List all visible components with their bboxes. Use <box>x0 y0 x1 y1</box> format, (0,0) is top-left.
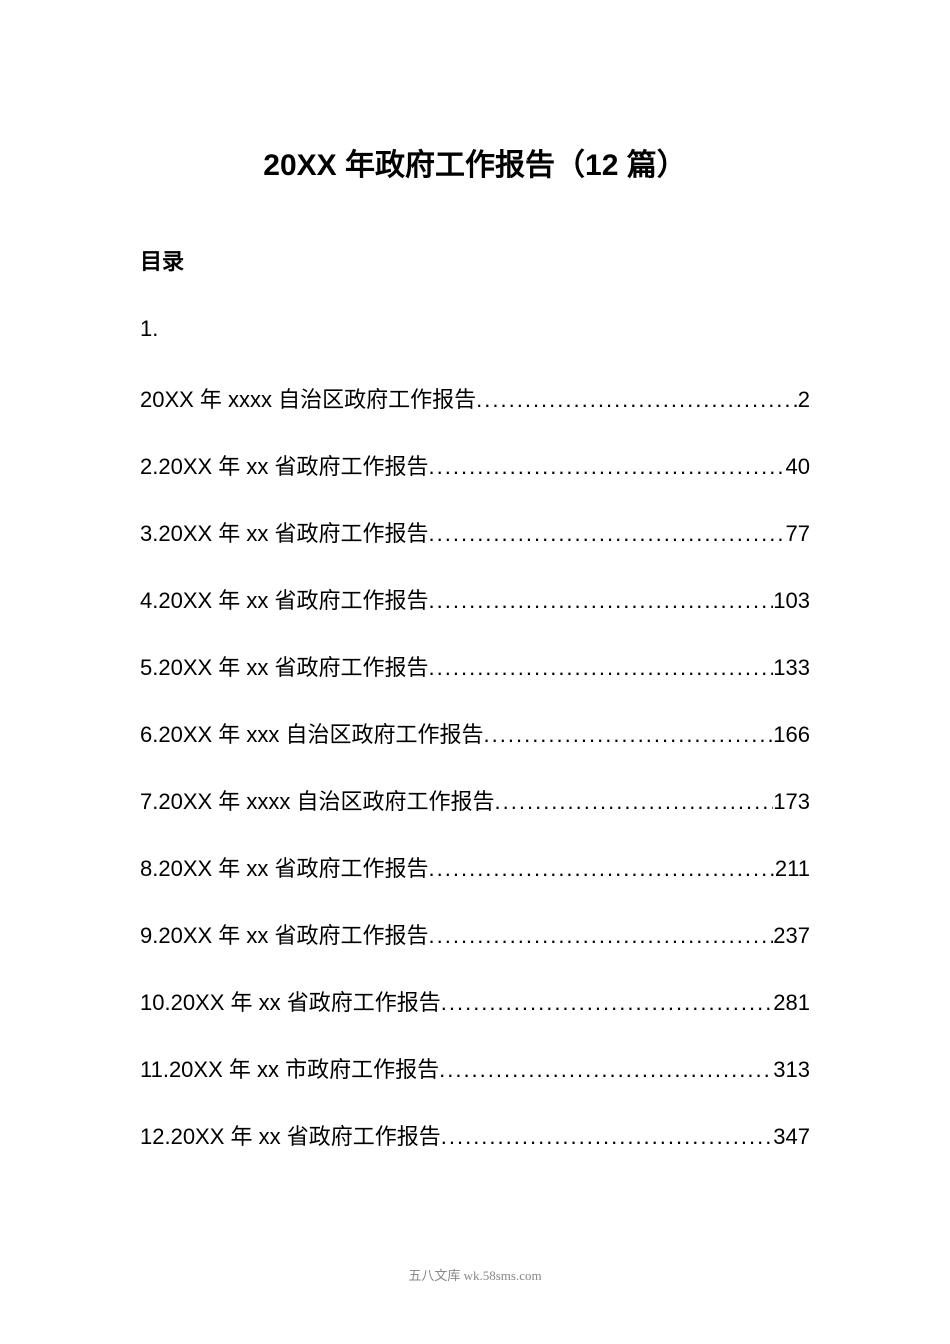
toc-entry-page: 133 <box>773 655 810 681</box>
toc-entry-page: 173 <box>773 789 810 815</box>
toc-entry-text: 7.20XX 年 xxxx 自治区政府工作报告 <box>140 784 495 816</box>
toc-entry-text: 5.20XX 年 xx 省政府工作报告 <box>140 650 429 682</box>
toc-leader-dots: ........................................… <box>429 856 775 882</box>
document-title: 20XX 年政府工作报告（12 篇） <box>140 140 810 184</box>
toc-entry: 11.20XX 年 xx 市政府工作报告 ...................… <box>140 1052 810 1084</box>
toc-entry: 9.20XX 年 xx 省政府工作报告 ....................… <box>140 918 810 950</box>
toc-entry: 10.20XX 年 xx 省政府工作报告 ...................… <box>140 985 810 1017</box>
toc-entry-text: 4.20XX 年 xx 省政府工作报告 <box>140 583 429 615</box>
toc-leader-dots: ........................................… <box>484 722 774 748</box>
toc-leader-dots: ........................................… <box>429 521 786 547</box>
page-footer: 五八文库 wk.58sms.com <box>0 1265 950 1284</box>
toc-entry-text: 20XX 年 xxxx 自治区政府工作报告 <box>140 382 476 414</box>
toc-leader-dots: ........................................… <box>429 655 774 681</box>
toc-entry-text: 8.20XX 年 xx 省政府工作报告 <box>140 851 429 883</box>
toc-leader-dots: ........................................… <box>441 1124 774 1150</box>
toc-entry-text: 3.20XX 年 xx 省政府工作报告 <box>140 516 429 548</box>
toc-entry: 5.20XX 年 xx 省政府工作报告 ....................… <box>140 650 810 682</box>
toc-leader-dots: ........................................… <box>429 454 786 480</box>
toc-leader-dots: ........................................… <box>429 588 774 614</box>
toc-entry: 20XX 年 xxxx 自治区政府工作报告 ..................… <box>140 382 810 414</box>
toc-entry-page: 40 <box>786 454 810 480</box>
toc-leader-dots: ........................................… <box>441 990 774 1016</box>
toc-leader-dots: ........................................… <box>429 923 774 949</box>
toc-entry: 3.20XX 年 xx 省政府工作报告 ....................… <box>140 516 810 548</box>
toc-entry-page: 77 <box>786 521 810 547</box>
toc-entry-text: 9.20XX 年 xx 省政府工作报告 <box>140 918 429 950</box>
toc-entry-text: 11.20XX 年 xx 市政府工作报告 <box>140 1052 439 1084</box>
toc-entry-page: 2 <box>798 387 810 413</box>
toc-entry-text: 10.20XX 年 xx 省政府工作报告 <box>140 985 441 1017</box>
toc-entry: 6.20XX 年 xxx 自治区政府工作报告 .................… <box>140 717 810 749</box>
toc-leader-dots: ........................................… <box>476 387 798 413</box>
toc-leader-dots: ........................................… <box>439 1057 773 1083</box>
toc-entry-page: 166 <box>773 722 810 748</box>
toc-entry-page: 313 <box>773 1057 810 1083</box>
toc-entry-page: 103 <box>773 588 810 614</box>
toc-entry-page: 347 <box>773 1124 810 1150</box>
toc-leader-dots: ........................................… <box>495 789 774 815</box>
toc-entry-page: 211 <box>775 856 810 882</box>
toc-entry: 2.20XX 年 xx 省政府工作报告 ....................… <box>140 449 810 481</box>
toc-entry-text: 2.20XX 年 xx 省政府工作报告 <box>140 449 429 481</box>
toc-entry: 12.20XX 年 xx 省政府工作报告 ...................… <box>140 1119 810 1151</box>
toc-entry-text: 12.20XX 年 xx 省政府工作报告 <box>140 1119 441 1151</box>
toc-entry-text: 6.20XX 年 xxx 自治区政府工作报告 <box>140 717 484 749</box>
toc-entry-page: 237 <box>773 923 810 949</box>
toc-entry: 7.20XX 年 xxxx 自治区政府工作报告 ................… <box>140 784 810 816</box>
toc-first-number: 1. <box>140 316 810 342</box>
toc-entry: 8.20XX 年 xx 省政府工作报告 ....................… <box>140 851 810 883</box>
toc-heading: 目录 <box>140 244 810 276</box>
toc-entry: 4.20XX 年 xx 省政府工作报告 ....................… <box>140 583 810 615</box>
toc-entry-page: 281 <box>773 990 810 1016</box>
